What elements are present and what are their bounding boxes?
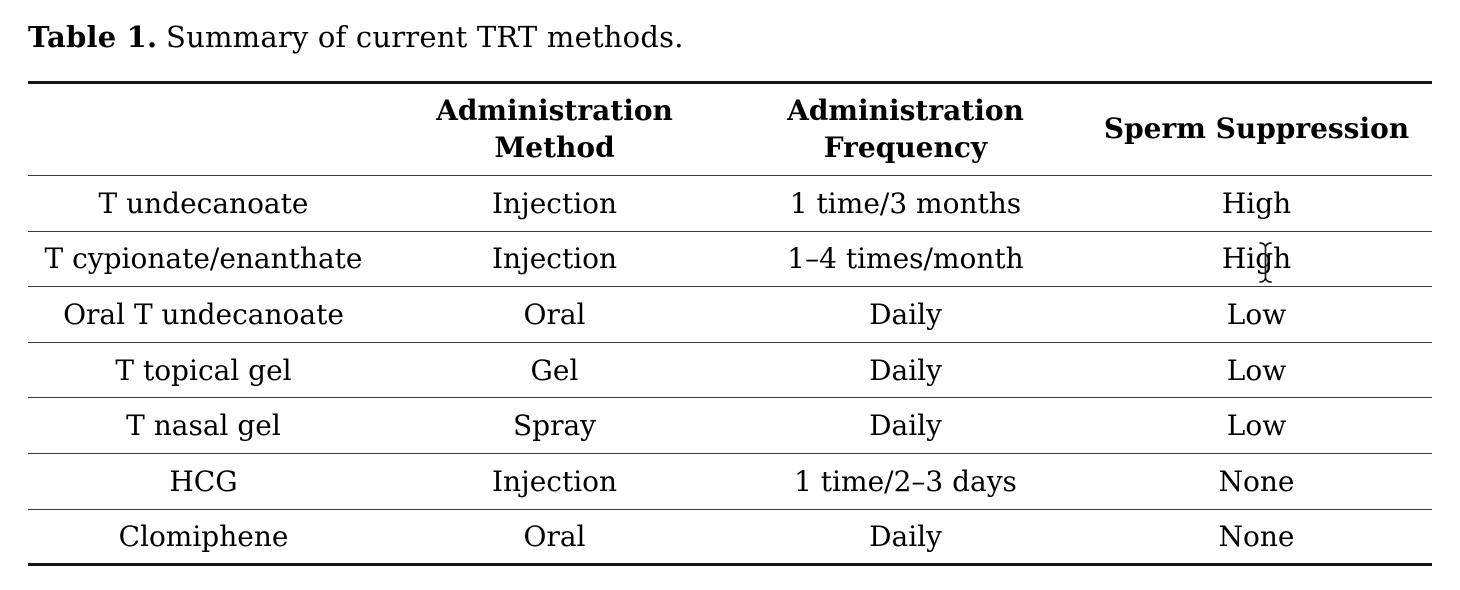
table-cell: Low [1081, 397, 1432, 454]
table-row: T topical gel Gel Daily Low [28, 342, 1432, 399]
table-cell: Oral [379, 286, 730, 343]
row-label-cell: T cypionate/enanthate [28, 231, 379, 288]
table-cell: 1 time/3 months [730, 175, 1081, 232]
row-label-cell: T undecanoate [28, 175, 379, 232]
table-cell: High [1081, 231, 1432, 288]
table-row: Oral T undecanoate Oral Daily Low [28, 286, 1432, 343]
column-header-empty [28, 82, 379, 176]
table-body: T undecanoate Injection 1 time/3 months … [28, 175, 1432, 565]
table-cell: High [1081, 175, 1432, 232]
table-header-row: Administration Method Administration Fre… [28, 82, 1432, 176]
column-header-administration-frequency: Administration Frequency [730, 82, 1081, 176]
table-cell: Injection [379, 453, 730, 510]
table-cell: 1 time/2–3 days [730, 453, 1081, 510]
table-cell: Low [1081, 342, 1432, 399]
column-header-administration-method: Administration Method [379, 82, 730, 176]
table-cell: Daily [730, 286, 1081, 343]
row-label-cell: HCG [28, 453, 379, 510]
column-header-sperm-suppression: Sperm Suppression [1081, 82, 1432, 176]
table-cell: Daily [730, 342, 1081, 399]
row-label-cell: Clomiphene [118, 519, 289, 553]
table-cell: Low [1081, 286, 1432, 343]
row-label-cell: Oral T undecanoate [28, 286, 379, 343]
table-cell: Gel [379, 342, 730, 399]
table-cell: None [1081, 453, 1432, 510]
table-cell: Injection [379, 231, 730, 288]
table-row: T nasal gel Spray Daily Low [28, 397, 1432, 454]
row-label-cell: T topical gel [28, 342, 379, 399]
table-row: T cypionate/enanthate Injection 1–4 time… [28, 231, 1432, 288]
table-cell: Spray [379, 397, 730, 454]
table-row: T undecanoate Injection 1 time/3 months … [28, 175, 1432, 232]
table-cell: Injection [379, 175, 730, 232]
table-cell: 1–4 times/month [730, 231, 1081, 288]
table-row: Clomiphene Oral Daily None [28, 509, 1432, 565]
table-row: HCG Injection 1 time/2–3 days None [28, 453, 1432, 510]
table-cell: Daily [869, 519, 942, 553]
table-cell: Daily [730, 397, 1081, 454]
table-head: Administration Method Administration Fre… [28, 82, 1432, 176]
table-caption: Table 1. Summary of current TRT methods. [28, 20, 684, 54]
row-label-cell: T nasal gel [28, 397, 379, 454]
table-caption-text: Summary of current TRT methods. [166, 20, 684, 54]
trt-methods-table: Administration Method Administration Fre… [28, 81, 1432, 567]
table-cell: Oral [523, 519, 586, 553]
table-caption-label: Table 1. [28, 20, 158, 54]
table-cell: None [1218, 519, 1295, 553]
